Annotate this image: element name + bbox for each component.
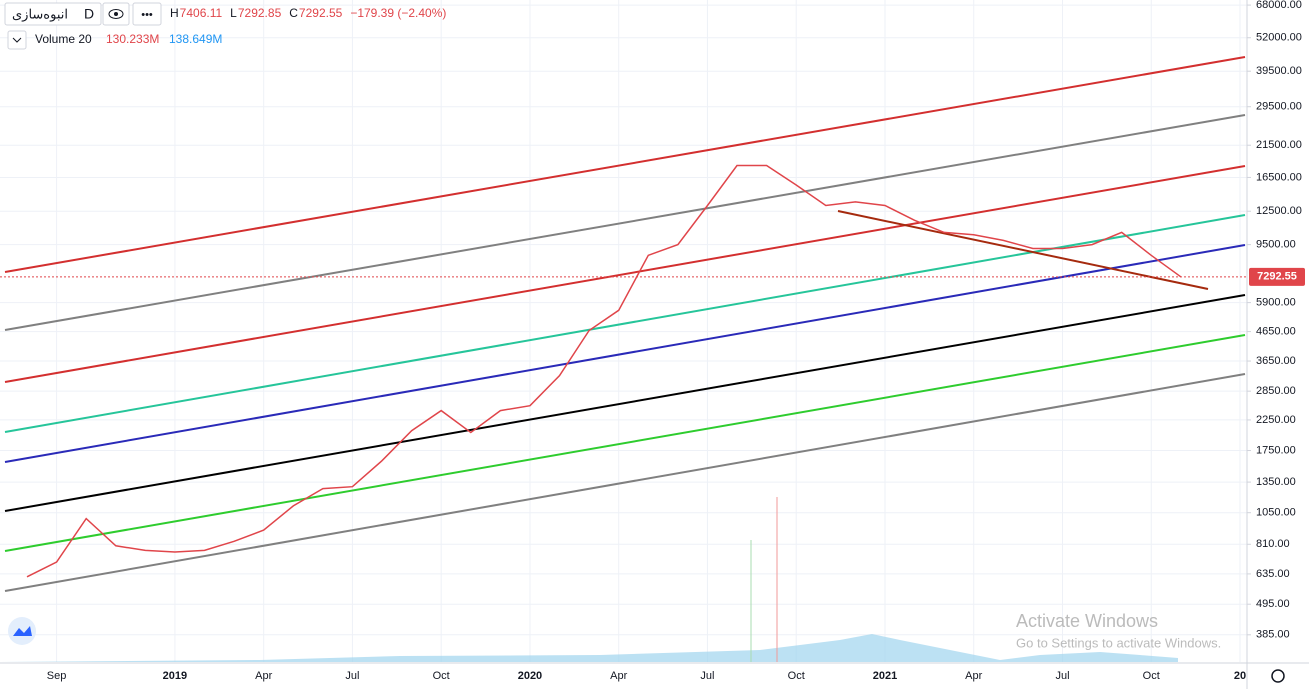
volume-label: Volume 20 [35, 32, 92, 46]
watermark-text: Go to Settings to activate Windows. [1016, 635, 1221, 650]
y-tick-label: 635.00 [1256, 568, 1290, 580]
y-tick-label: 52000.00 [1256, 32, 1302, 44]
x-tick-label: 2019 [163, 670, 187, 682]
x-tick-label: Jul [1055, 670, 1069, 682]
y-tick-label: 1350.00 [1256, 476, 1296, 488]
y-tick-label: 29500.00 [1256, 101, 1302, 113]
x-tick-label: Oct [788, 670, 805, 682]
y-tick-label: 495.00 [1256, 598, 1290, 610]
x-tick-label: Jul [345, 670, 359, 682]
y-tick-label: 9500.00 [1256, 239, 1296, 251]
last-price-box [1249, 267, 1305, 286]
plot [0, 164, 1247, 578]
grid [0, 0, 1247, 662]
more-icon: ••• [141, 9, 153, 21]
trend-line [4, 244, 1246, 463]
trend-lines [4, 56, 1246, 592]
trend-line [4, 114, 1246, 331]
more-button[interactable] [132, 2, 162, 26]
x-tick-label: Oct [1143, 670, 1160, 682]
trend-line [837, 210, 1209, 290]
settings-icon[interactable] [1271, 669, 1285, 683]
y-tick-label: 68000.00 [1256, 0, 1302, 11]
interval: D [84, 6, 94, 22]
ohlc: H 7406.11 L 7292.85 C 7292.55 −179.39 (−2.40%) [170, 6, 446, 20]
y-tick-label: 3650.00 [1256, 355, 1296, 367]
trend-line [4, 334, 1246, 552]
trend-line [4, 165, 1246, 383]
eye-icon [114, 12, 118, 16]
logo-icon [13, 626, 32, 636]
y-tick-label: 1750.00 [1256, 444, 1296, 456]
y-tick-label: 16500.00 [1256, 171, 1302, 183]
x-tick-label: 20 [1234, 670, 1246, 682]
trend-line [4, 214, 1246, 433]
trend-line [4, 373, 1246, 592]
x-tick-label: Apr [610, 670, 627, 682]
y-tick-label: 1050.00 [1256, 507, 1296, 519]
x-tick-label: 2021 [873, 670, 897, 682]
chevron [12, 37, 22, 43]
y-tick-label: 21500.00 [1256, 139, 1302, 151]
ohlc-key: H [170, 6, 179, 20]
ohlc-key: C [289, 6, 298, 20]
symbol-box[interactable] [4, 2, 102, 26]
eye-icon [108, 9, 124, 19]
watermark-title: Activate Windows [1016, 611, 1158, 631]
y-tick-label: 39500.00 [1256, 65, 1302, 77]
y-tick-label: 4650.00 [1256, 325, 1296, 337]
last-price-label: 7292.55 [1257, 271, 1297, 283]
collapse-button[interactable] [7, 30, 27, 50]
y-tick-label: 385.00 [1256, 629, 1290, 641]
trend-line [4, 294, 1246, 512]
x-tick-label: Oct [433, 670, 450, 682]
x-tick-label: Jul [700, 670, 714, 682]
x-tick-label: Apr [255, 670, 272, 682]
y-tick-label: 2250.00 [1256, 414, 1296, 426]
x-tick-label: 2020 [518, 670, 542, 682]
x-tick-label: Apr [965, 670, 982, 682]
x-tick-label: Sep [47, 670, 67, 682]
ohlc-key: L [230, 6, 237, 20]
y-tick-label: 2850.00 [1256, 385, 1296, 397]
volume-value: 130.233M [106, 32, 159, 46]
volume-value: 138.649M [169, 32, 222, 46]
volume-area [0, 634, 1178, 662]
ohlc-value: 7292.85 [238, 6, 282, 20]
y-tick-label: 810.00 [1256, 538, 1290, 550]
y-tick-label: 5900.00 [1256, 297, 1296, 309]
trend-line [4, 56, 1246, 273]
symbol: انبوه‌سازی [12, 6, 68, 22]
y-tick-label: 12500.00 [1256, 205, 1302, 217]
labels: 68000.00 52000.00 39500.00 29500.00 21500.00… [47, 0, 1305, 682]
change: −179.39 (−2.40%) [350, 6, 446, 20]
price-line [26, 164, 1182, 578]
ohlc-value: 7406.11 [180, 6, 223, 20]
ohlc-value: 7292.55 [299, 6, 343, 20]
